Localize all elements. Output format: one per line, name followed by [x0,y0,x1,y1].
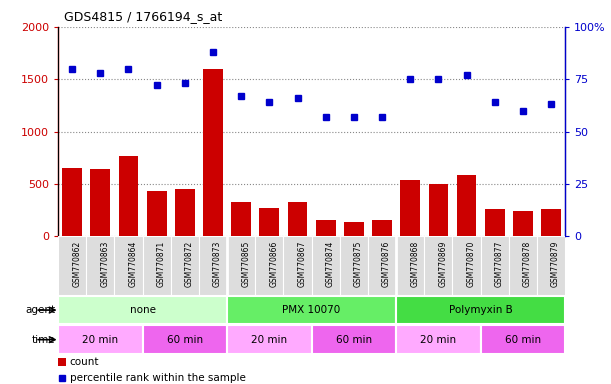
Bar [428,184,448,236]
Bar [119,156,138,236]
Bar [513,211,533,236]
Bar [147,191,167,236]
Text: GSM770871: GSM770871 [156,240,166,286]
Text: count: count [70,357,99,367]
Bar [400,180,420,236]
Bar [260,208,279,236]
Text: GSM770866: GSM770866 [269,240,279,287]
Text: GSM770874: GSM770874 [326,240,335,287]
Bar [58,325,142,354]
Text: 20 min: 20 min [251,334,287,345]
Bar [142,325,227,354]
Bar [344,222,364,236]
Text: GSM770862: GSM770862 [72,240,81,286]
Text: GSM770870: GSM770870 [467,240,475,287]
Bar [90,169,110,236]
Bar [227,296,396,324]
Bar [58,296,227,324]
Bar [288,202,307,236]
Bar [481,236,509,296]
Text: 60 min: 60 min [167,334,203,345]
Bar [424,236,453,296]
Bar [175,189,195,236]
Text: PMX 10070: PMX 10070 [282,305,341,315]
Bar [86,236,114,296]
Text: GDS4815 / 1766194_s_at: GDS4815 / 1766194_s_at [64,10,222,23]
Bar [142,236,170,296]
Text: GSM770873: GSM770873 [213,240,222,287]
Bar [62,168,82,236]
Text: time: time [32,334,56,345]
Text: GSM770879: GSM770879 [551,240,560,287]
Text: GSM770865: GSM770865 [241,240,250,287]
Bar [58,358,66,366]
Text: GSM770868: GSM770868 [410,240,419,286]
Bar [485,210,505,236]
Bar [114,236,142,296]
Text: GSM770872: GSM770872 [185,240,194,286]
Text: GSM770864: GSM770864 [128,240,137,287]
Text: GSM770878: GSM770878 [523,240,532,286]
Bar [396,325,481,354]
Bar [170,236,199,296]
Bar [372,220,392,236]
Bar [509,236,537,296]
Bar [284,236,312,296]
Bar [312,236,340,296]
Text: GSM770867: GSM770867 [298,240,307,287]
Text: 60 min: 60 min [505,334,541,345]
Bar [456,175,477,236]
Bar [368,236,396,296]
Text: GSM770877: GSM770877 [495,240,503,287]
Bar [199,236,227,296]
Bar [453,236,481,296]
Text: 20 min: 20 min [82,334,119,345]
Bar [312,325,396,354]
Bar [227,236,255,296]
Bar [255,236,284,296]
Bar [541,210,561,236]
Text: none: none [130,305,156,315]
Bar [481,325,565,354]
Text: GSM770869: GSM770869 [439,240,447,287]
Text: agent: agent [26,305,56,315]
Bar [537,236,565,296]
Text: GSM770875: GSM770875 [354,240,363,287]
Text: GSM770863: GSM770863 [100,240,109,287]
Bar [227,325,312,354]
Text: percentile rank within the sample: percentile rank within the sample [70,372,246,383]
Bar [232,202,251,236]
Bar [316,220,335,236]
Bar [58,236,86,296]
Bar [340,236,368,296]
Text: 60 min: 60 min [336,334,372,345]
Text: GSM770876: GSM770876 [382,240,391,287]
Text: Polymyxin B: Polymyxin B [448,305,513,315]
Text: 20 min: 20 min [420,334,456,345]
Bar [396,296,565,324]
Bar [396,236,424,296]
Bar [203,69,223,236]
